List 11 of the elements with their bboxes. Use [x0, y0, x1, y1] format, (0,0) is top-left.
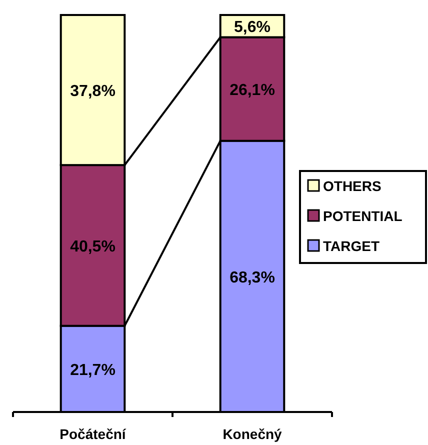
data-label: 68,3% — [230, 269, 275, 286]
data-label: 5,6% — [234, 19, 270, 36]
x-tick-label: Konečný — [222, 426, 282, 442]
legend-label: TARGET — [323, 238, 380, 254]
data-label: 21,7% — [70, 362, 116, 379]
legend-label: OTHERS — [323, 178, 382, 194]
data-label: 40,5% — [70, 238, 116, 256]
legend-label: POTENTIAL — [323, 208, 403, 224]
x-tick-label: Počáteční — [60, 426, 127, 442]
data-label: 37,8% — [70, 83, 116, 100]
data-label: 26,1% — [230, 82, 275, 100]
